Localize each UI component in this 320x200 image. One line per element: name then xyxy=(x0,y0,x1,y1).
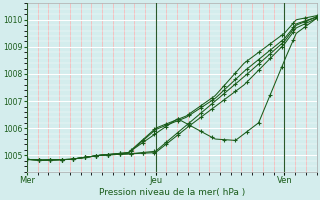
X-axis label: Pression niveau de la mer( hPa ): Pression niveau de la mer( hPa ) xyxy=(99,188,245,197)
